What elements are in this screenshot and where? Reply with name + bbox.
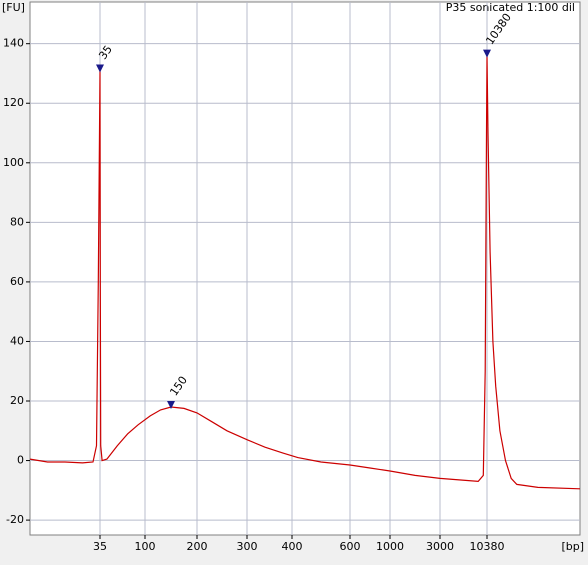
x-tick-label: 10380 bbox=[470, 540, 505, 553]
y-tick-label: 120 bbox=[3, 96, 24, 109]
y-tick-label: 40 bbox=[10, 334, 24, 347]
y-tick-label: 20 bbox=[10, 394, 24, 407]
x-tick-label: 300 bbox=[237, 540, 258, 553]
x-tick-label: 200 bbox=[187, 540, 208, 553]
x-tick-label: 3000 bbox=[426, 540, 454, 553]
y-axis-label: [FU] bbox=[2, 1, 25, 14]
y-tick-label: 60 bbox=[10, 275, 24, 288]
y-tick-label: 0 bbox=[17, 454, 24, 467]
x-axis-label: [bp] bbox=[561, 540, 584, 553]
trace-line bbox=[29, 55, 581, 490]
peak-marker bbox=[483, 49, 491, 58]
x-tick-label: 35 bbox=[93, 540, 107, 553]
x-tick-label: 1000 bbox=[376, 540, 404, 553]
peak-marker bbox=[96, 64, 104, 73]
y-tick-label: 80 bbox=[10, 215, 24, 228]
x-tick-label: 100 bbox=[135, 540, 156, 553]
peak-marker bbox=[167, 400, 175, 409]
y-tick-label: 140 bbox=[3, 37, 24, 50]
x-tick-label: 600 bbox=[340, 540, 361, 553]
y-tick-label: -20 bbox=[6, 513, 24, 526]
chart-title: P35 sonicated 1:100 dil bbox=[446, 1, 575, 14]
y-tick-label: 100 bbox=[3, 156, 24, 169]
x-tick-label: 400 bbox=[282, 540, 303, 553]
plot-area bbox=[29, 1, 581, 536]
